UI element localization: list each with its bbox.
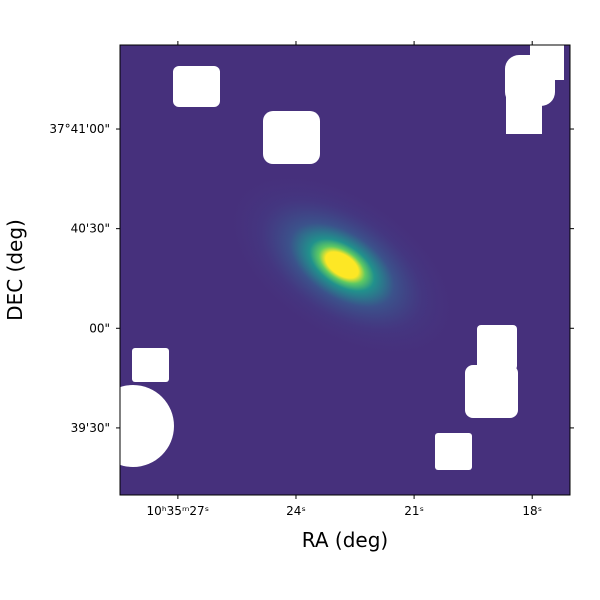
- y-tick-label: 39'30": [71, 421, 110, 435]
- sky-image: [120, 45, 570, 495]
- y-tick-label: 37°41'00": [49, 122, 110, 136]
- x-tick-label: 21ˢ: [404, 504, 424, 518]
- x-axis-label: RA (deg): [302, 528, 388, 552]
- y-tick-label: 00": [89, 321, 110, 335]
- x-tick-label: 24ˢ: [286, 504, 306, 518]
- y-tick-label: 40'30": [71, 222, 110, 236]
- plot-frame: [119, 44, 571, 496]
- x-tick-label: 18ˢ: [522, 504, 542, 518]
- y-axis-label: DEC (deg): [3, 219, 27, 321]
- x-tick-label: 10ʰ35ᵐ27ˢ: [147, 504, 210, 518]
